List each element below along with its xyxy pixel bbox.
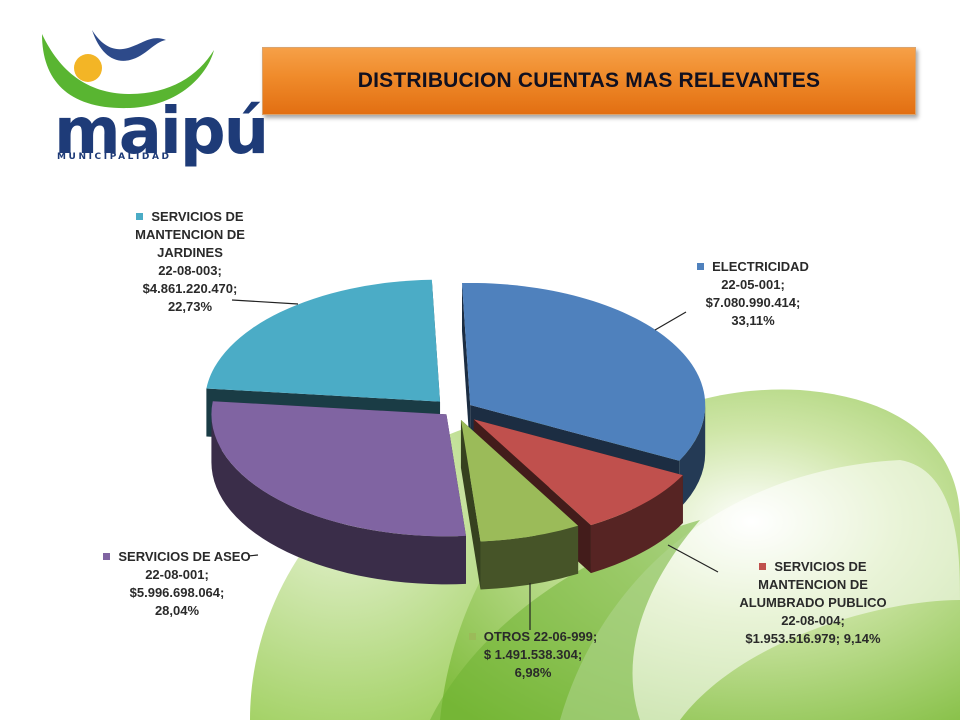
data-label-text: $ 1.491.538.304; — [483, 647, 583, 662]
data-label-aseo: SERVICIOS DE ASEO 22-08-001; $5.996.698.06… — [82, 548, 272, 620]
pie-slice-rim — [480, 525, 579, 590]
data-label-text: 22-08-004; — [781, 613, 845, 628]
data-label-otros: OTROS 22-06-999; $ 1.491.538.304; 6,98% — [448, 628, 618, 682]
pie-slice-rim — [679, 404, 706, 509]
data-label-text: 6,98% — [514, 665, 552, 680]
pie-slice-top — [206, 279, 441, 402]
data-label-line: $ 1.491.538.304; — [448, 646, 618, 664]
data-label-text: $1.953.516.979; 9,14% — [745, 631, 881, 646]
logo-yellow-dot — [74, 54, 102, 82]
pie-slice-rim — [211, 414, 466, 585]
legend-swatch — [103, 553, 111, 560]
logo-blue-swoosh — [92, 30, 166, 61]
data-label-alumbrado: SERVICIOS DE MANTENCION DE ALUMBRADO PUBLI… — [718, 558, 908, 648]
legend-swatch — [136, 213, 144, 220]
data-label-line: ELECTRICIDAD — [678, 258, 828, 276]
data-label-text: SERVICIOS DE — [151, 209, 244, 224]
legend-swatch — [468, 633, 476, 640]
leader-line-electricidad — [654, 311, 687, 331]
data-label-text: MANTENCION DE — [758, 577, 868, 592]
logo-green-arc — [42, 34, 214, 109]
logo-subtitle: MUNICIPALIDAD — [57, 152, 172, 162]
leader-line-alumbrado — [667, 544, 719, 573]
leaf-shape — [430, 520, 700, 720]
data-label-text: JARDINES — [157, 245, 223, 260]
data-label-line: ALUMBRADO PUBLICO — [718, 594, 908, 612]
data-label-line: $5.996.698.064; — [82, 584, 272, 602]
data-label-text: ALUMBRADO PUBLICO — [739, 595, 887, 610]
data-label-jardines: SERVICIOS DE MANTENCION DE JARDINES 22-08-0… — [100, 208, 280, 316]
data-label-line: 22-08-001; — [82, 566, 272, 584]
data-label-line: MANTENCION DE — [100, 226, 280, 244]
data-label-text: $7.080.990.414; — [705, 295, 801, 310]
logo-wordmark: maipú — [54, 95, 269, 169]
data-label-line: SERVICIOS DE — [100, 208, 280, 226]
data-label-line: JARDINES — [100, 244, 280, 262]
data-label-text: 22-08-003; — [158, 263, 222, 278]
data-label-line: 22-08-003; — [100, 262, 280, 280]
legend-swatch — [759, 563, 767, 570]
pie-slice-rim — [590, 475, 683, 574]
data-label-line: OTROS 22-06-999; — [448, 628, 618, 646]
legend-swatch — [697, 263, 705, 270]
data-label-text: SERVICIOS DE — [774, 559, 867, 574]
pie-slice-top — [473, 419, 683, 526]
data-label-line: 33,11% — [678, 312, 828, 330]
pie-slice-wall — [461, 283, 471, 453]
data-label-line: 22,73% — [100, 298, 280, 316]
data-label-line: $1.953.516.979; 9,14% — [718, 630, 908, 648]
pie-slice-top — [211, 401, 466, 537]
data-label-line: 28,04% — [82, 602, 272, 620]
page-title: DISTRIBUCION CUENTAS MAS RELEVANTES — [357, 69, 821, 92]
data-label-text: 22-08-001; — [145, 567, 209, 582]
data-label-text: 28,04% — [154, 603, 200, 618]
data-label-text: OTROS 22-06-999; — [483, 629, 598, 644]
data-label-text: 33,11% — [731, 313, 775, 328]
data-label-text: $5.996.698.064; — [129, 585, 225, 600]
data-label-line: SERVICIOS DE — [718, 558, 908, 576]
maipu-logo: maipú MUNICIPALIDAD — [30, 22, 269, 172]
data-label-text: SERVICIOS DE ASEO — [118, 549, 251, 564]
data-label-line: 6,98% — [448, 664, 618, 682]
leader-line-jardines — [231, 299, 299, 305]
data-label-line: $7.080.990.414; — [678, 294, 828, 312]
data-label-electricidad: ELECTRICIDAD 22-05-001; $7.080.990.414; 33,… — [678, 258, 828, 330]
pie-slice-otros — [460, 419, 579, 590]
leaf-shape — [560, 460, 960, 720]
leader-line-aseo — [247, 554, 259, 557]
data-label-line: 22-05-001; — [678, 276, 828, 294]
title-banner: DISTRIBUCION CUENTAS MAS RELEVANTES — [262, 47, 916, 115]
data-label-text: 22-05-001; — [721, 277, 785, 292]
data-label-line: $4.861.220.470; — [100, 280, 280, 298]
data-label-line: MANTENCION DE — [718, 576, 908, 594]
data-label-line: 22-08-004; — [718, 612, 908, 630]
pie-slice-top — [460, 419, 579, 542]
pie-slice-aseo — [211, 401, 466, 585]
pie-slice-wall — [460, 419, 481, 590]
pie-slice-top — [461, 282, 706, 461]
data-label-line: SERVICIOS DE ASEO — [82, 548, 272, 566]
data-label-text: ELECTRICIDAD — [712, 259, 809, 274]
logo-emblem — [42, 30, 214, 109]
data-label-text: 22,73% — [167, 299, 213, 314]
data-label-text: MANTENCION DE — [135, 227, 245, 242]
data-label-text: $4.861.220.470; — [142, 281, 238, 296]
